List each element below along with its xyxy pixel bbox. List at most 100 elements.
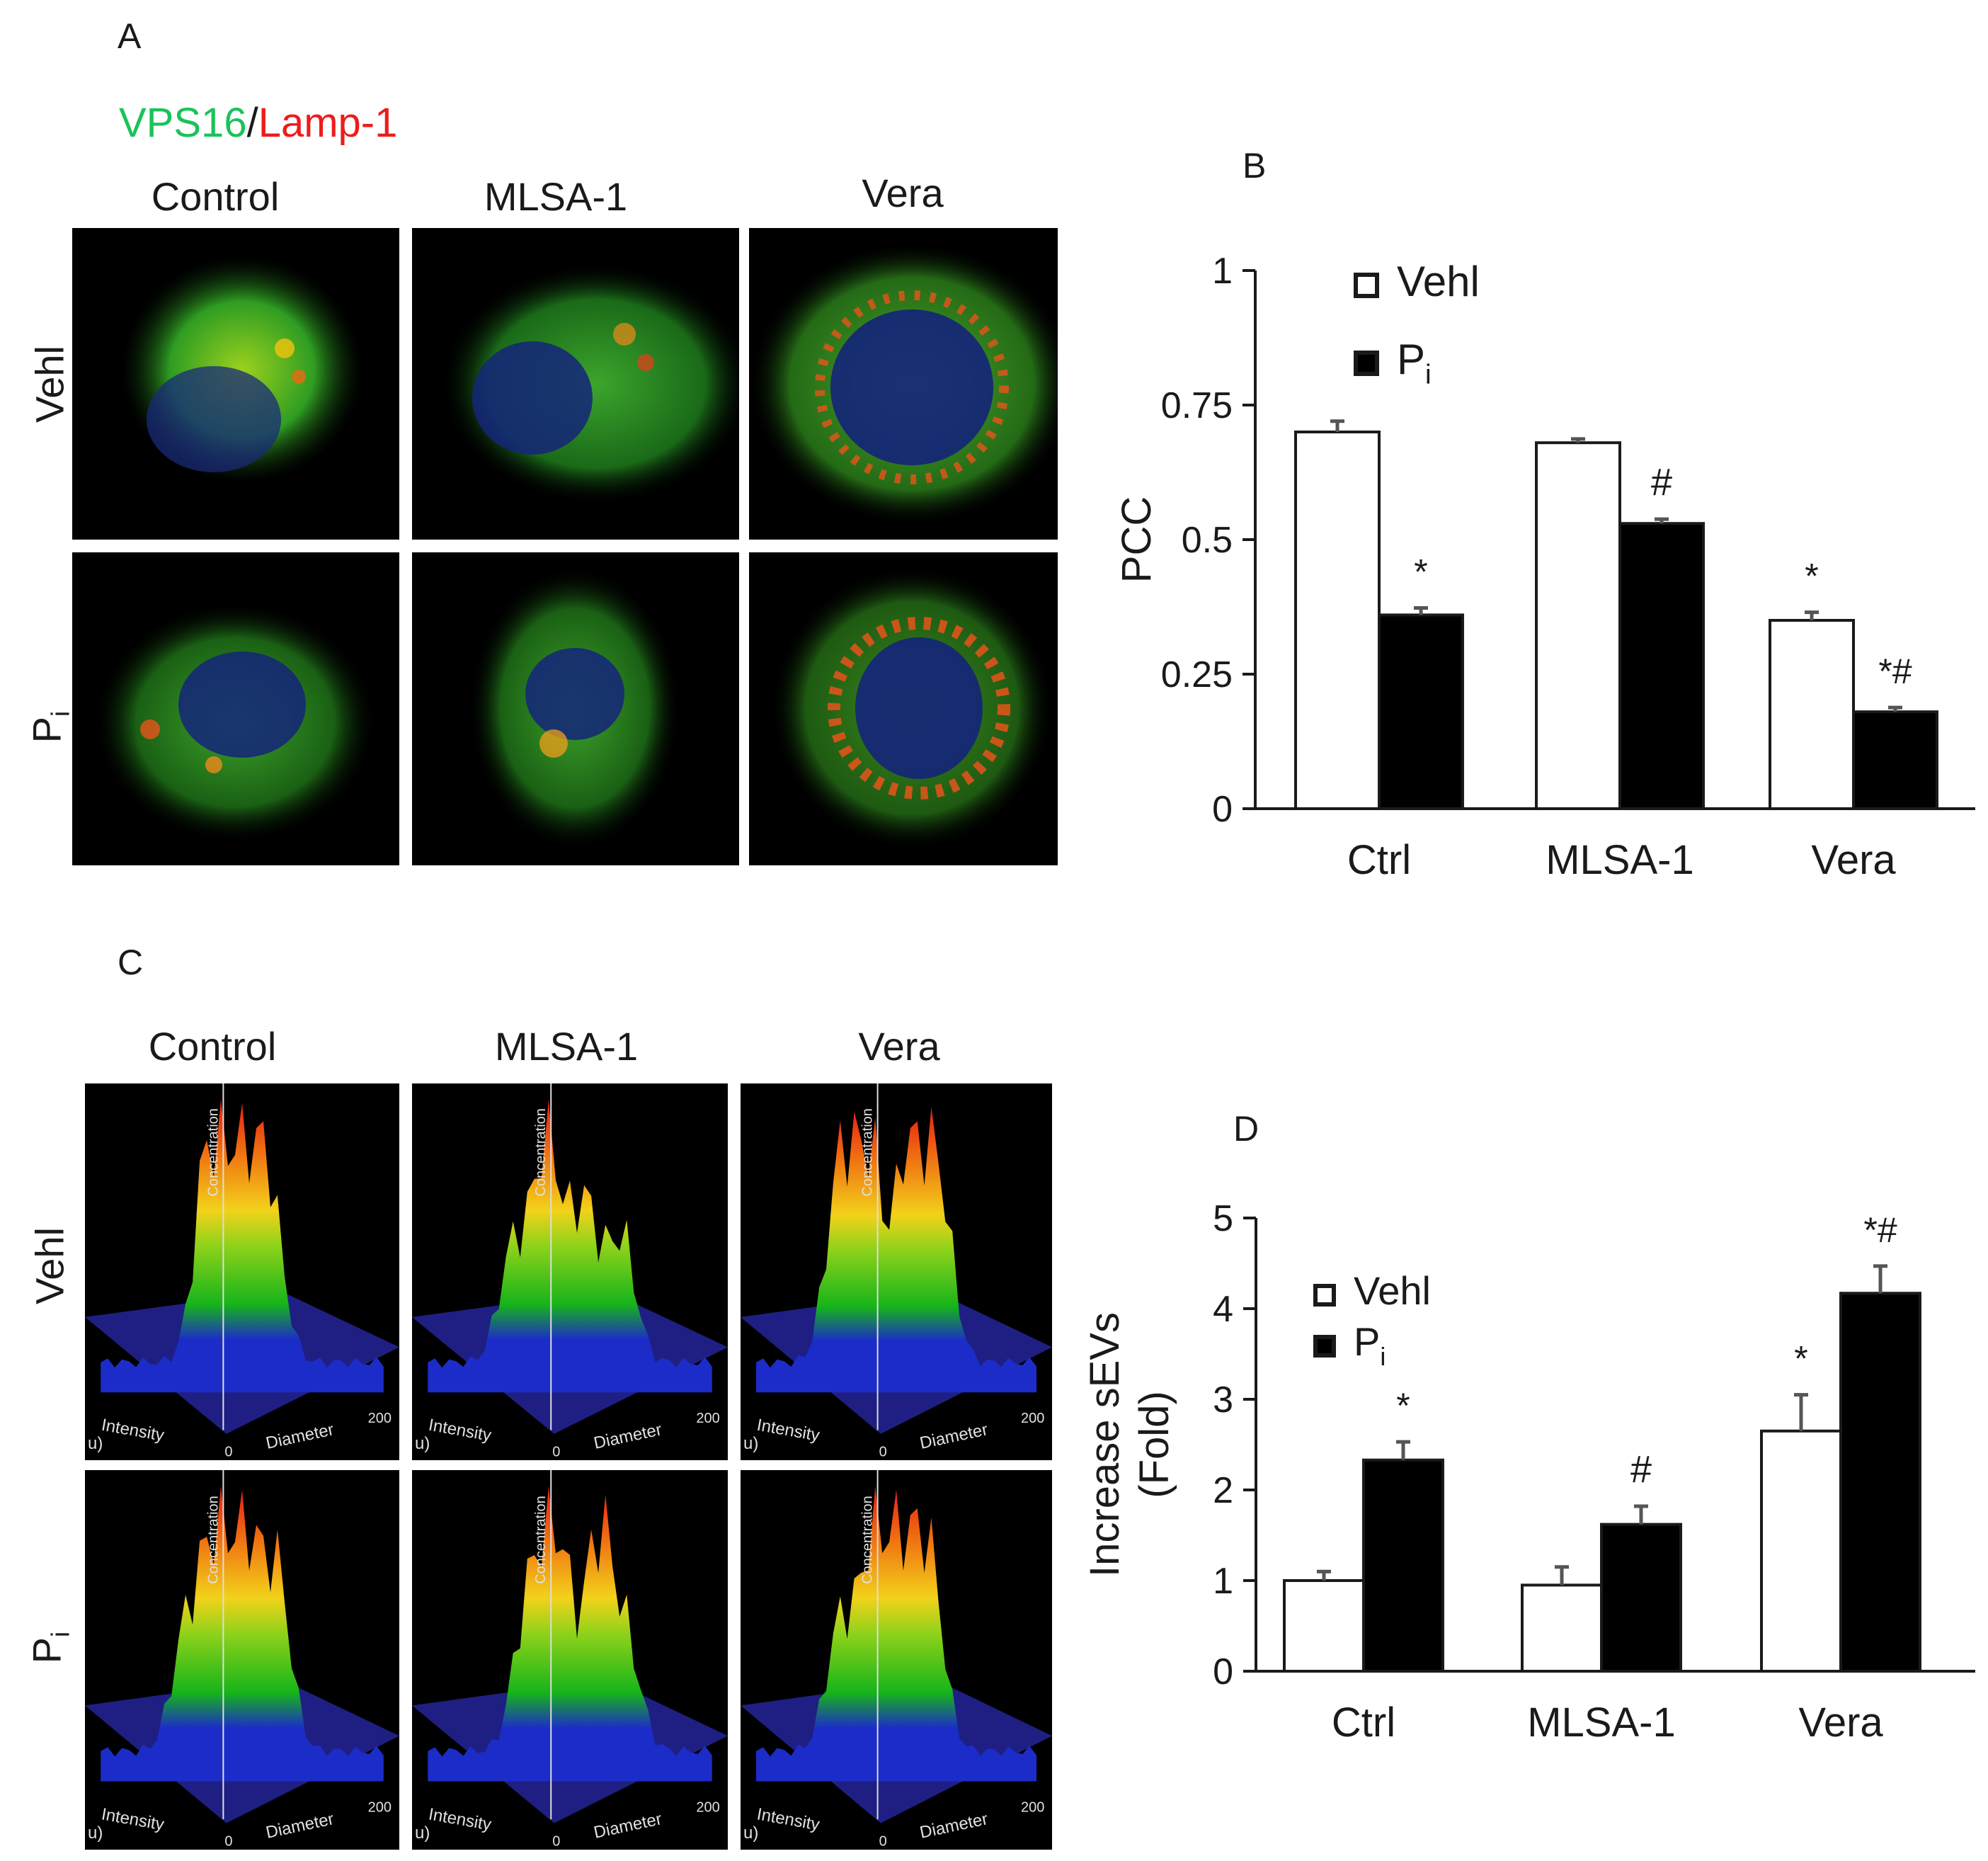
legend-swatch-p [1313, 1335, 1336, 1358]
significance-marker: *# [1863, 1210, 1897, 1250]
legend-swatch-p [1354, 351, 1379, 376]
bar-vehl-mlsa-1 [1535, 441, 1621, 810]
surface-axis-diameter: Diameter [264, 1420, 336, 1453]
surface-axis-intensity: Intensity [100, 1416, 166, 1445]
legend-label-subscript: i [1380, 1342, 1386, 1371]
bar-p-vera [1852, 710, 1938, 811]
surface-plot-control-pi: Intensity u) Diameter 200 0 Concentration [85, 1470, 399, 1850]
x-tick-label-mlsa-1: MLSA-1 [1546, 837, 1694, 883]
surface-axis-diameter: Diameter [918, 1420, 990, 1453]
significance-marker: *# [1878, 651, 1912, 691]
panel-c-row-pi-main: P [24, 1637, 69, 1664]
panel-c-row-vehl: Vehl [27, 1227, 72, 1304]
surface-axis-concentration: Concentration [860, 1496, 876, 1584]
surface-plot-mlsa1-vehl: Intensity u) Diameter 200 0 Concentration [412, 1083, 728, 1460]
bar-p-ctrl [1362, 1458, 1444, 1673]
legend-label-subscript: i [1425, 360, 1432, 390]
x-tick-label-ctrl: Ctrl [1332, 1700, 1395, 1746]
surface-axis-left-fragment: u) [415, 1823, 430, 1843]
x-tick-label-vera: Vera [1811, 837, 1896, 883]
panel-d-letter: D [1233, 1109, 1259, 1149]
surface-axis-right-fragment: 200 [368, 1799, 392, 1815]
surface-axis-left-fragment: u) [743, 1434, 758, 1453]
surface-axis-right-fragment: 200 [696, 1411, 719, 1426]
surface-axis-concentration: Concentration [533, 1108, 549, 1197]
stain-green-label: VPS16 [119, 100, 247, 146]
surface-plot-control-vehl: Intensity u) Diameter 200 0 Concentration [85, 1083, 399, 1460]
panel-c-letter: C [118, 943, 144, 982]
surface-axis-zero: 0 [552, 1445, 560, 1460]
surface-plot-vera-pi: Intensity u) Diameter 200 0 Concentration [741, 1470, 1052, 1850]
surface-axis-right-fragment: 200 [368, 1411, 392, 1426]
micrograph-control-vehl [72, 228, 399, 540]
panel-c-row-pi-sub: i [45, 1631, 75, 1637]
significance-marker: * [1794, 1339, 1807, 1379]
surface-axis-diameter: Diameter [918, 1809, 990, 1843]
panel-a-row-pi: Pi [23, 656, 75, 798]
surface-axis-left-fragment: u) [415, 1434, 430, 1453]
panel-c-col-control: Control [148, 1024, 277, 1069]
surface-axis-concentration: Concentration [533, 1496, 549, 1584]
significance-marker: * [1805, 557, 1818, 596]
panel-a-col-control: Control [151, 174, 280, 219]
y-tick-label: 0.25 [1161, 654, 1233, 695]
x-tick-label-ctrl: Ctrl [1347, 837, 1411, 883]
surface-axis-diameter: Diameter [592, 1809, 663, 1843]
surface-axis-left-fragment: u) [743, 1823, 758, 1843]
legend-label-vehl: Vehl [1397, 258, 1480, 305]
surface-axis-zero: 0 [552, 1834, 560, 1850]
bar-vehl-vera [1769, 619, 1855, 810]
surface-axis-zero: 0 [879, 1834, 887, 1850]
micrograph-vera-vehl [749, 228, 1058, 540]
y-axis-title: PCC [1114, 496, 1160, 583]
surface-axis-diameter: Diameter [264, 1809, 336, 1843]
y-tick-label: 1 [1212, 251, 1233, 292]
y-axis-title-line2: (Fold) [1131, 1391, 1177, 1498]
bar-p-mlsa-1 [1618, 522, 1705, 810]
panel-c-col-vera: Vera [858, 1024, 940, 1069]
bar-p-vera [1839, 1292, 1921, 1673]
surface-axis-left-fragment: u) [88, 1434, 103, 1453]
panel-a-col-mlsa1: MLSA-1 [484, 174, 628, 219]
panel-c-row-pi: Pi [23, 1577, 75, 1719]
chart-b: 0 0.25 0.5 0.75 1 Ctrl MLSA-1 Vera * # * *# Vehl Pi PC… [1076, 212, 1975, 906]
surface-axis-zero: 0 [879, 1445, 887, 1460]
legend-swatch-vehl [1313, 1284, 1336, 1307]
surface-axis-intensity: Intensity [755, 1804, 821, 1834]
x-tick-label-mlsa-1: MLSA-1 [1527, 1700, 1676, 1746]
y-tick-label: 0.75 [1161, 385, 1233, 426]
legend-swatch-vehl [1354, 273, 1379, 298]
significance-marker: * [1396, 1386, 1410, 1425]
y-tick-label: 3 [1213, 1379, 1233, 1421]
panel-a-row-pi-main: P [24, 716, 69, 744]
surface-axis-concentration: Concentration [205, 1108, 221, 1197]
panel-a-row-pi-sub: i [45, 710, 75, 717]
surface-axis-zero: 0 [224, 1445, 232, 1460]
panel-a-col-vera: Vera [862, 171, 944, 215]
bar-p-mlsa-1 [1600, 1523, 1682, 1673]
chart-d: 0 1 2 3 4 5 Ctrl MLSA-1 Vera * # * *# Vehl Pi Increase … [1076, 1176, 1975, 1855]
bar-vehl-ctrl [1283, 1579, 1365, 1673]
surface-axis-right-fragment: 200 [1021, 1411, 1044, 1426]
bar-vehl-ctrl [1294, 431, 1381, 810]
micrograph-control-pi [72, 552, 399, 865]
micrograph-vera-pi [749, 552, 1058, 865]
bar-vehl-vera [1760, 1429, 1842, 1673]
micrograph-mlsa1-pi [412, 552, 739, 865]
legend-label-p: Pi [1354, 1319, 1386, 1371]
stain-separator: / [246, 100, 258, 146]
surface-axis-right-fragment: 200 [696, 1799, 719, 1815]
stain-red-label: Lamp-1 [258, 100, 398, 146]
y-tick-label: 0.5 [1182, 520, 1233, 561]
surface-axis-intensity: Intensity [100, 1804, 166, 1834]
surface-axis-intensity: Intensity [755, 1416, 821, 1445]
y-tick-label: 0 [1212, 789, 1233, 830]
panel-a-row-vehl: Vehl [27, 346, 72, 423]
micrograph-mlsa1-vehl [412, 228, 739, 540]
surface-axis-concentration: Concentration [860, 1108, 876, 1197]
panel-c-col-mlsa1: MLSA-1 [494, 1024, 639, 1069]
surface-axis-right-fragment: 200 [1021, 1799, 1044, 1815]
significance-marker: # [1651, 461, 1672, 503]
stain-legend: VPS16/Lamp-1 [119, 99, 397, 147]
bar-p-ctrl [1378, 613, 1464, 811]
